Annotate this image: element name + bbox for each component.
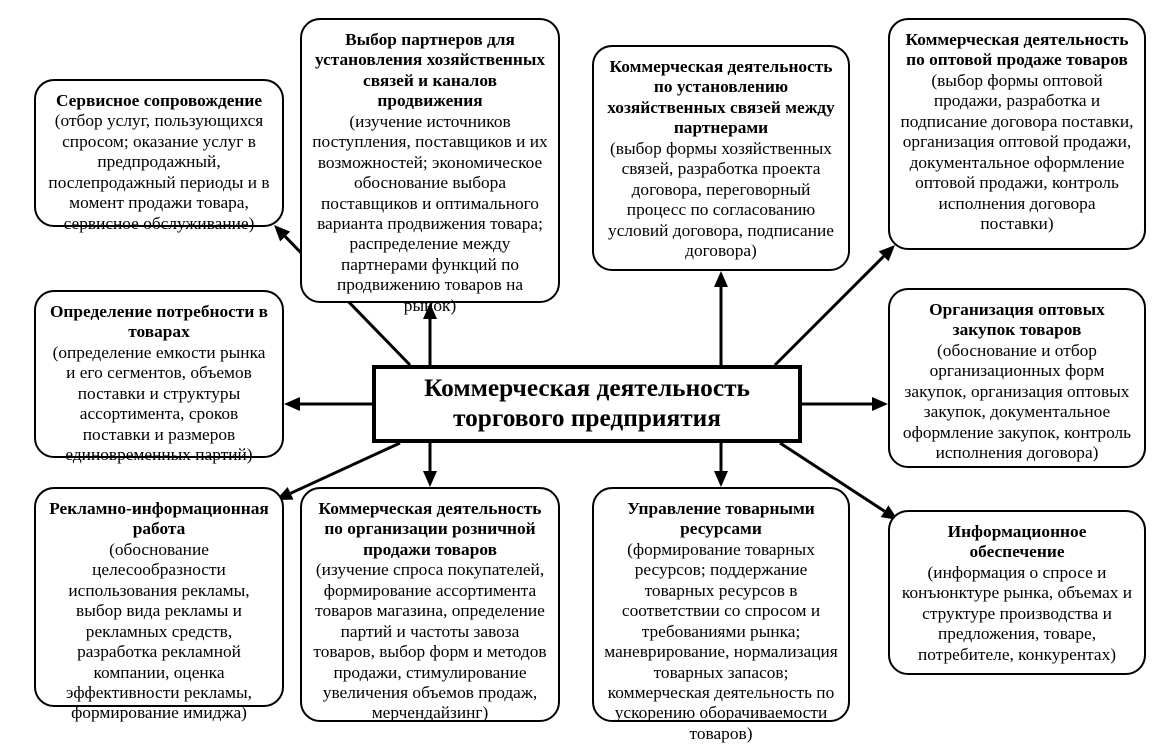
node-n_demand: Определение потребности в товарах(опреде…: [34, 290, 284, 458]
node-n_retail: Коммерческая деятельность по организации…: [300, 487, 560, 722]
node-n_resources: Управление товарными ресурсами(формирова…: [592, 487, 850, 722]
node-n_purchase: Организация оптовых закупок товаров(обос…: [888, 288, 1146, 468]
arrow: [714, 271, 728, 365]
node-title: Организация оптовых закупок товаров: [900, 300, 1134, 341]
node-body: (обоснование и отбор организационных фор…: [900, 341, 1134, 464]
node-body: (изучение спроса покупателей, формирован…: [312, 560, 548, 724]
center-node: Коммерческая деятельность торгового пред…: [372, 365, 802, 443]
node-n_service: Сервисное сопровождение(отбор услуг, пол…: [34, 79, 284, 227]
node-title: Коммерческая деятельность по оптовой про…: [900, 30, 1134, 71]
arrow: [284, 397, 372, 411]
node-title: Рекламно-информационная работа: [46, 499, 272, 540]
node-title: Коммерческая деятельность торгового пред…: [396, 374, 778, 434]
node-title: Управление товарными ресурсами: [604, 499, 838, 540]
node-n_wholesale: Коммерческая деятельность по оптовой про…: [888, 18, 1146, 250]
node-n_partners: Выбор партнеров для установления хозяйст…: [300, 18, 560, 303]
node-body: (определение емкости рынка и его сегмент…: [46, 343, 272, 466]
node-n_info: Информационное обеспечение(информация о …: [888, 510, 1146, 675]
node-title: Определение потребности в товарах: [46, 302, 272, 343]
node-title: Сервисное сопровождение: [46, 91, 272, 111]
diagram-stage: Сервисное сопровождение(отбор услуг, пол…: [0, 0, 1175, 729]
node-n_adv: Рекламно-информационная работа(обоснован…: [34, 487, 284, 707]
node-title: Информационное обеспечение: [900, 522, 1134, 563]
arrow: [714, 443, 728, 487]
node-n_links: Коммерческая деятельность по установлени…: [592, 45, 850, 271]
node-body: (изучение источников поступления, постав…: [312, 112, 548, 316]
node-body: (информация о спросе и конъюнктуре рынка…: [900, 563, 1134, 665]
node-body: (выбор формы оптовой продажи, разработка…: [900, 71, 1134, 235]
node-body: (отбор услуг, пользующихся спросом; оказ…: [46, 111, 272, 234]
arrow: [802, 397, 888, 411]
node-title: Коммерческая деятельность по установлени…: [604, 57, 838, 139]
node-title: Выбор партнеров для установления хозяйст…: [312, 30, 548, 112]
arrow: [423, 443, 437, 487]
node-title: Коммерческая деятельность по организации…: [312, 499, 548, 560]
node-body: (обоснование целесообразности использова…: [46, 540, 272, 724]
node-body: (формирование товарных ресурсов; поддерж…: [604, 540, 838, 744]
node-body: (выбор формы хозяйственных связей, разра…: [604, 139, 838, 262]
